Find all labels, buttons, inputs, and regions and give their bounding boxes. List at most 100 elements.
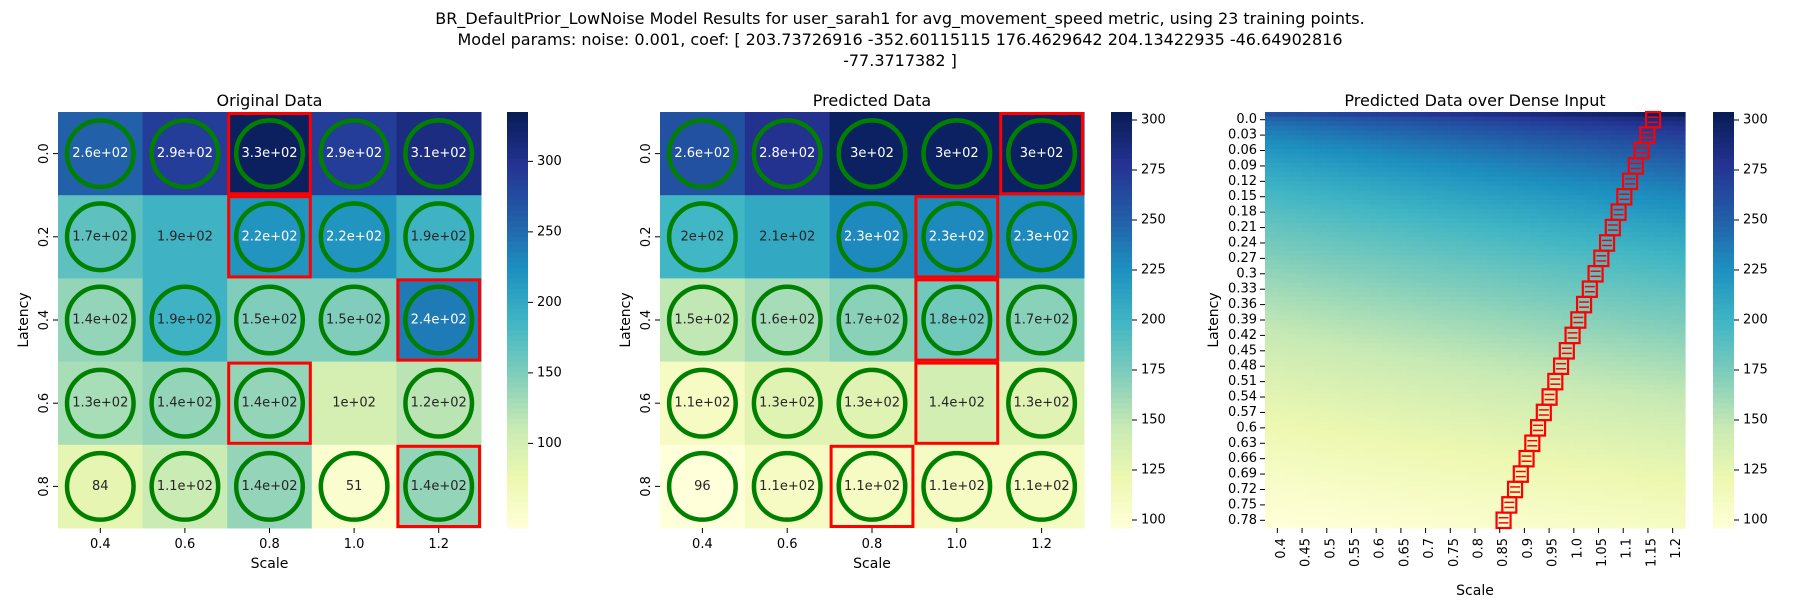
surface-cell [1407, 361, 1414, 367]
surface-cell [1666, 269, 1674, 275]
surface-cell [1505, 218, 1513, 224]
surface-cell [1629, 366, 1637, 372]
surface-cell [1592, 250, 1600, 256]
surface-cell [1425, 246, 1433, 252]
surface-cell [1617, 130, 1624, 136]
surface-cell [1388, 250, 1396, 256]
surface-cell [1271, 236, 1278, 243]
surface-cell [1302, 158, 1309, 164]
surface-cell [1407, 333, 1414, 340]
surface-cell [1376, 273, 1383, 279]
surface-cell [1524, 366, 1532, 372]
surface-cell [1400, 421, 1408, 427]
surface-cell [1462, 116, 1470, 122]
surface-cell [1444, 185, 1451, 192]
surface-cell [1431, 273, 1439, 279]
surface-cell [1481, 172, 1488, 178]
surface-cell [1462, 264, 1470, 270]
surface-cell [1277, 116, 1285, 122]
surface-cell [1666, 227, 1674, 233]
surface-cell [1617, 176, 1624, 182]
surface-cell [1283, 218, 1291, 224]
surface-cell [1289, 167, 1297, 173]
surface-cell [1598, 310, 1606, 316]
surface-cell [1456, 199, 1464, 206]
surface-cell [1580, 273, 1587, 279]
surface-cell [1419, 259, 1427, 266]
surface-cell [1555, 315, 1563, 321]
surface-cell [1339, 264, 1346, 270]
surface-cell [1647, 112, 1655, 118]
surface-cell [1536, 144, 1544, 150]
surface-cell [1623, 125, 1631, 132]
surface-cell [1592, 232, 1600, 238]
colorbar-segment [1111, 283, 1132, 290]
surface-cell [1468, 250, 1476, 256]
surface-cell [1549, 356, 1556, 363]
surface-cell [1635, 278, 1643, 284]
surface-cell [1567, 259, 1575, 266]
surface-cell [1370, 162, 1377, 169]
surface-cell [1536, 259, 1544, 266]
surface-cell [1629, 417, 1637, 423]
surface-cell [1295, 287, 1303, 293]
surface-cell [1407, 370, 1414, 377]
surface-cell [1487, 139, 1495, 145]
colorbar-segment [1111, 158, 1132, 165]
surface-cell [1481, 116, 1488, 122]
colorbar-tick-label: 175 [1141, 363, 1166, 378]
surface-cell [1530, 403, 1538, 409]
surface-cell [1462, 153, 1470, 159]
surface-cell [1678, 398, 1686, 404]
surface-cell [1413, 144, 1421, 150]
surface-cell [1629, 292, 1637, 298]
surface-cell [1468, 144, 1476, 150]
surface-cell [1450, 407, 1458, 414]
surface-cell [1555, 167, 1563, 173]
surface-cell [1265, 190, 1272, 196]
surface-cell [1370, 320, 1377, 326]
surface-cell [1314, 167, 1322, 173]
surface-cell [1580, 389, 1587, 395]
surface-cell [1351, 204, 1359, 210]
surface-cell [1283, 139, 1291, 145]
colorbar-segment [507, 392, 528, 399]
surface-cell [1549, 306, 1556, 312]
surface-cell [1530, 278, 1538, 284]
surface-cell [1437, 398, 1445, 404]
surface-cell [1592, 167, 1600, 173]
surface-cell [1592, 112, 1600, 118]
surface-cell [1302, 153, 1309, 159]
surface-cell [1376, 199, 1383, 206]
surface-cell [1388, 333, 1396, 340]
surface-cell [1617, 246, 1624, 252]
surface-cell [1505, 125, 1513, 132]
surface-cell [1419, 172, 1427, 178]
surface-cell [1425, 199, 1433, 206]
surface-cell [1357, 306, 1365, 312]
surface-cell [1678, 218, 1686, 224]
surface-cell [1493, 356, 1501, 363]
surface-cell [1536, 292, 1544, 298]
surface-cell [1277, 232, 1285, 238]
surface-cell [1382, 195, 1390, 201]
surface-cell [1481, 421, 1488, 427]
surface-cell [1400, 144, 1408, 150]
surface-cell [1394, 181, 1402, 187]
surface-cell [1536, 125, 1544, 132]
surface-cell [1481, 176, 1488, 182]
surface-cell [1382, 380, 1390, 386]
surface-cell [1672, 301, 1680, 307]
surface-cell [1382, 236, 1390, 243]
surface-cell [1357, 158, 1365, 164]
surface-cell [1289, 356, 1297, 363]
surface-cell [1450, 403, 1458, 409]
surface-cell [1555, 375, 1563, 381]
surface-cell [1629, 241, 1637, 247]
surface-cell [1326, 125, 1334, 132]
surface-cell [1314, 324, 1322, 330]
surface-cell [1351, 121, 1359, 127]
surface-cell [1561, 296, 1569, 303]
surface-cell [1580, 209, 1587, 215]
surface-cell [1468, 356, 1476, 363]
